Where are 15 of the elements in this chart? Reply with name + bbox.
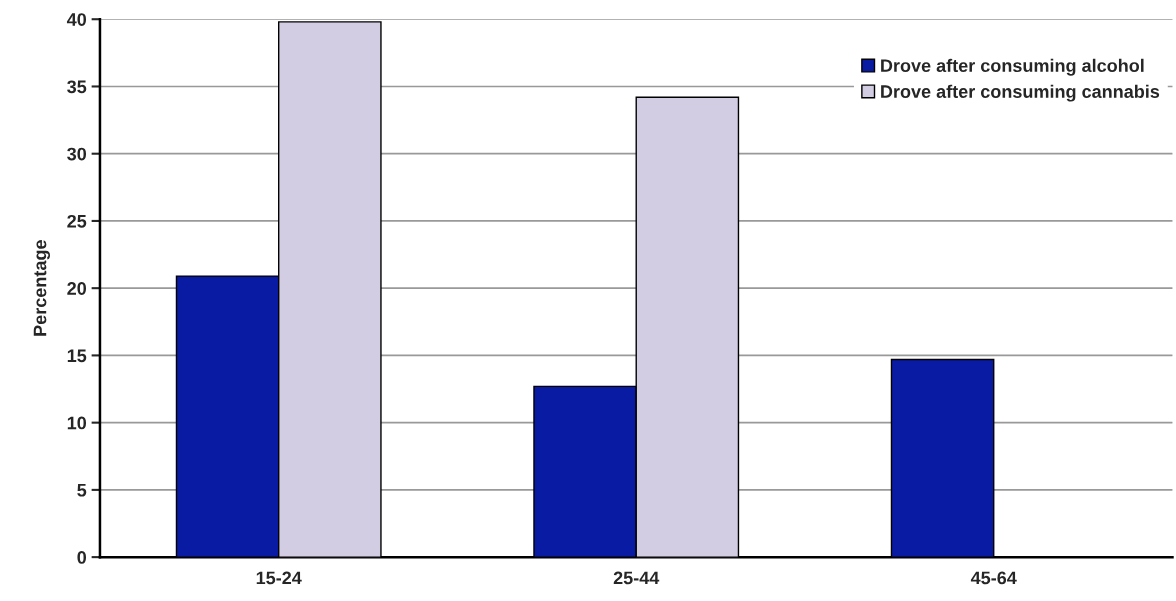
x-tick-label: 45-64 (970, 571, 1017, 585)
x-tick-label: 25-44 (613, 571, 660, 585)
y-tick-label: 40 (66, 13, 87, 26)
y-tick-label: 25 (67, 214, 87, 228)
y-tick-label: 10 (67, 416, 87, 430)
y-tick-label: 0 (77, 551, 87, 564)
y-axis-title: Percentage (33, 240, 51, 336)
y-tick-label: 15 (67, 349, 87, 363)
legend-label: Drove after consuming alcohol (881, 58, 1144, 76)
y-tick-label: 35 (67, 80, 87, 94)
y-tick-label: 30 (67, 147, 87, 161)
y-tick-label: 20 (67, 282, 87, 295)
legend-label: Drove after consuming cannabis (881, 84, 1160, 102)
y-tick-label: 5 (77, 484, 87, 497)
x-tick-label: 15-24 (256, 571, 302, 585)
